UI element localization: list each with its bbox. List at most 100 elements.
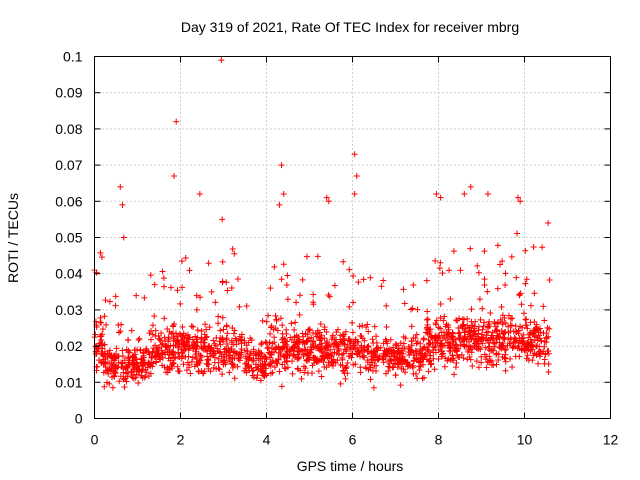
data-point xyxy=(289,358,296,365)
data-point xyxy=(320,352,327,359)
data-point xyxy=(364,357,371,364)
data-point xyxy=(316,337,323,344)
data-point xyxy=(269,369,276,376)
data-point xyxy=(512,353,519,360)
data-point xyxy=(160,275,167,282)
data-point xyxy=(525,334,532,341)
data-point xyxy=(472,318,479,325)
data-point xyxy=(367,376,374,383)
data-point xyxy=(346,303,353,310)
data-point xyxy=(425,368,432,375)
data-point xyxy=(238,340,245,347)
data-point xyxy=(509,315,516,322)
data-point xyxy=(217,348,224,355)
data-point xyxy=(194,339,201,346)
data-point xyxy=(325,351,332,358)
data-point xyxy=(464,315,471,322)
y-tick-label: 0.08 xyxy=(55,121,82,137)
data-point xyxy=(367,274,374,281)
data-point xyxy=(533,351,540,358)
data-point xyxy=(208,288,215,295)
data-point xyxy=(194,327,201,334)
data-point xyxy=(505,312,512,319)
data-point xyxy=(331,282,338,289)
data-point xyxy=(275,349,282,356)
data-point xyxy=(135,336,142,343)
data-point xyxy=(248,337,255,344)
data-point xyxy=(357,369,364,376)
data-point xyxy=(410,357,417,364)
data-point xyxy=(291,326,298,333)
data-point xyxy=(135,366,142,373)
data-point xyxy=(509,344,516,351)
data-point xyxy=(474,333,481,340)
data-point xyxy=(520,310,527,317)
data-point xyxy=(303,357,310,364)
data-point xyxy=(99,326,106,333)
data-point xyxy=(182,353,189,360)
data-point xyxy=(545,368,552,375)
data-point xyxy=(493,351,500,358)
data-point xyxy=(523,276,530,283)
data-point xyxy=(215,313,222,320)
data-point xyxy=(181,342,188,349)
data-point xyxy=(482,344,489,351)
data-point xyxy=(267,354,274,361)
data-point xyxy=(300,333,307,340)
data-point xyxy=(414,306,421,313)
data-point xyxy=(396,357,403,364)
data-point xyxy=(524,325,531,332)
data-point xyxy=(131,347,138,354)
data-point xyxy=(224,330,231,337)
data-point xyxy=(156,336,163,343)
data-point xyxy=(103,379,110,386)
data-point xyxy=(341,331,348,338)
data-point xyxy=(309,362,316,369)
data-point xyxy=(447,336,454,343)
data-point xyxy=(111,367,118,374)
y-tick-label: 0.09 xyxy=(55,85,82,101)
data-point xyxy=(242,360,249,367)
data-point xyxy=(331,336,338,343)
data-point xyxy=(384,340,391,347)
data-point xyxy=(353,172,360,179)
data-point xyxy=(424,316,431,323)
data-point xyxy=(401,300,408,307)
data-point xyxy=(304,331,311,338)
data-point xyxy=(161,283,168,290)
data-point xyxy=(228,345,235,352)
data-point xyxy=(425,341,432,348)
data-point xyxy=(478,353,485,360)
data-point xyxy=(137,346,144,353)
data-point xyxy=(205,357,212,364)
data-point xyxy=(226,369,233,376)
data-point xyxy=(373,362,380,369)
data-point xyxy=(446,330,453,337)
data-point xyxy=(129,354,136,361)
data-point xyxy=(167,357,174,364)
data-point xyxy=(310,291,317,298)
data-point xyxy=(514,230,521,237)
data-point xyxy=(243,348,250,355)
data-point xyxy=(326,293,333,300)
y-tick-label: 0 xyxy=(75,411,83,427)
data-point xyxy=(371,348,378,355)
data-point xyxy=(176,353,183,360)
data-point xyxy=(279,361,286,368)
data-point xyxy=(435,355,442,362)
data-point xyxy=(128,327,135,334)
data-point xyxy=(303,357,310,364)
data-point xyxy=(159,351,166,358)
data-point xyxy=(210,337,217,344)
data-point xyxy=(513,337,520,344)
data-point xyxy=(234,363,241,370)
data-point xyxy=(241,339,248,346)
data-point xyxy=(258,350,265,357)
data-point xyxy=(341,337,348,344)
data-point xyxy=(207,347,214,354)
data-point xyxy=(481,281,488,288)
data-point xyxy=(357,332,364,339)
data-point xyxy=(501,347,508,354)
data-point xyxy=(446,267,453,274)
data-point xyxy=(321,349,328,356)
